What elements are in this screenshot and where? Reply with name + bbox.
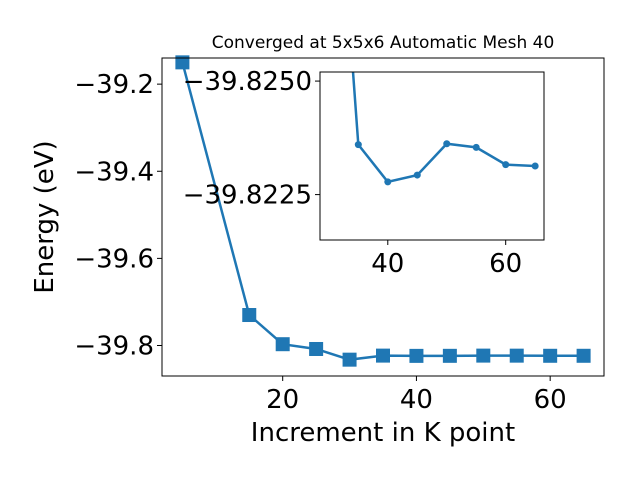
inset-y-axis: −39.8250 −39.8225 bbox=[183, 67, 320, 211]
inset-chart: 40 60 −39.8250 −39.8225 bbox=[183, 67, 545, 279]
main-data-point bbox=[543, 348, 558, 363]
main-data-point bbox=[509, 348, 524, 363]
inset-x-tick-label: 40 bbox=[371, 249, 404, 279]
inset-x-tick-label: 60 bbox=[489, 249, 522, 279]
main-data-point bbox=[576, 348, 591, 363]
main-data-point bbox=[476, 348, 491, 363]
main-chart: Converged at 5x5x6 Automatic Mesh 40 20 4… bbox=[30, 33, 605, 448]
x-axis-label: Increment in K point bbox=[251, 418, 515, 448]
main-data-point bbox=[309, 341, 324, 356]
inset-data-point bbox=[413, 171, 421, 179]
main-y-tick-label: −39.2 bbox=[74, 70, 154, 100]
main-data-point bbox=[376, 348, 390, 363]
inset-data-point bbox=[443, 140, 451, 148]
inset-x-axis: 40 60 bbox=[371, 240, 522, 279]
inset-series-line bbox=[351, 72, 536, 184]
inset-data-point bbox=[384, 178, 392, 186]
inset-data-point bbox=[472, 143, 480, 151]
main-x-tick-label: 40 bbox=[400, 385, 433, 415]
main-series bbox=[175, 55, 591, 367]
inset-background bbox=[320, 72, 544, 240]
chart-title: Converged at 5x5x6 Automatic Mesh 40 bbox=[212, 33, 555, 53]
main-data-point bbox=[275, 337, 290, 352]
main-data-point bbox=[409, 348, 424, 363]
main-y-tick-label: −39.4 bbox=[74, 157, 154, 187]
main-data-point bbox=[342, 352, 357, 367]
main-x-axis: 20 40 60 bbox=[266, 376, 567, 415]
main-plot-frame bbox=[161, 57, 605, 377]
inset-y-tick-label: −39.8250 bbox=[183, 67, 312, 97]
main-y-tick-label: −39.8 bbox=[74, 332, 154, 362]
inset-y-tick-label: −39.8225 bbox=[183, 181, 312, 211]
main-data-point bbox=[175, 55, 190, 70]
inset-data-point bbox=[354, 141, 362, 149]
main-x-tick-label: 60 bbox=[534, 385, 567, 415]
main-y-tick-label: −39.6 bbox=[74, 244, 154, 274]
y-axis-label: Energy (eV) bbox=[30, 140, 60, 293]
inset-series bbox=[351, 72, 539, 186]
main-data-point bbox=[242, 308, 257, 323]
main-data-point bbox=[442, 348, 457, 363]
inset-data-point bbox=[531, 162, 539, 170]
main-y-axis: −39.2 −39.4 −39.6 −39.8 bbox=[74, 70, 162, 362]
inset-data-point bbox=[502, 161, 510, 169]
inset-plot-frame bbox=[319, 71, 545, 241]
main-x-tick-label: 20 bbox=[266, 385, 299, 415]
